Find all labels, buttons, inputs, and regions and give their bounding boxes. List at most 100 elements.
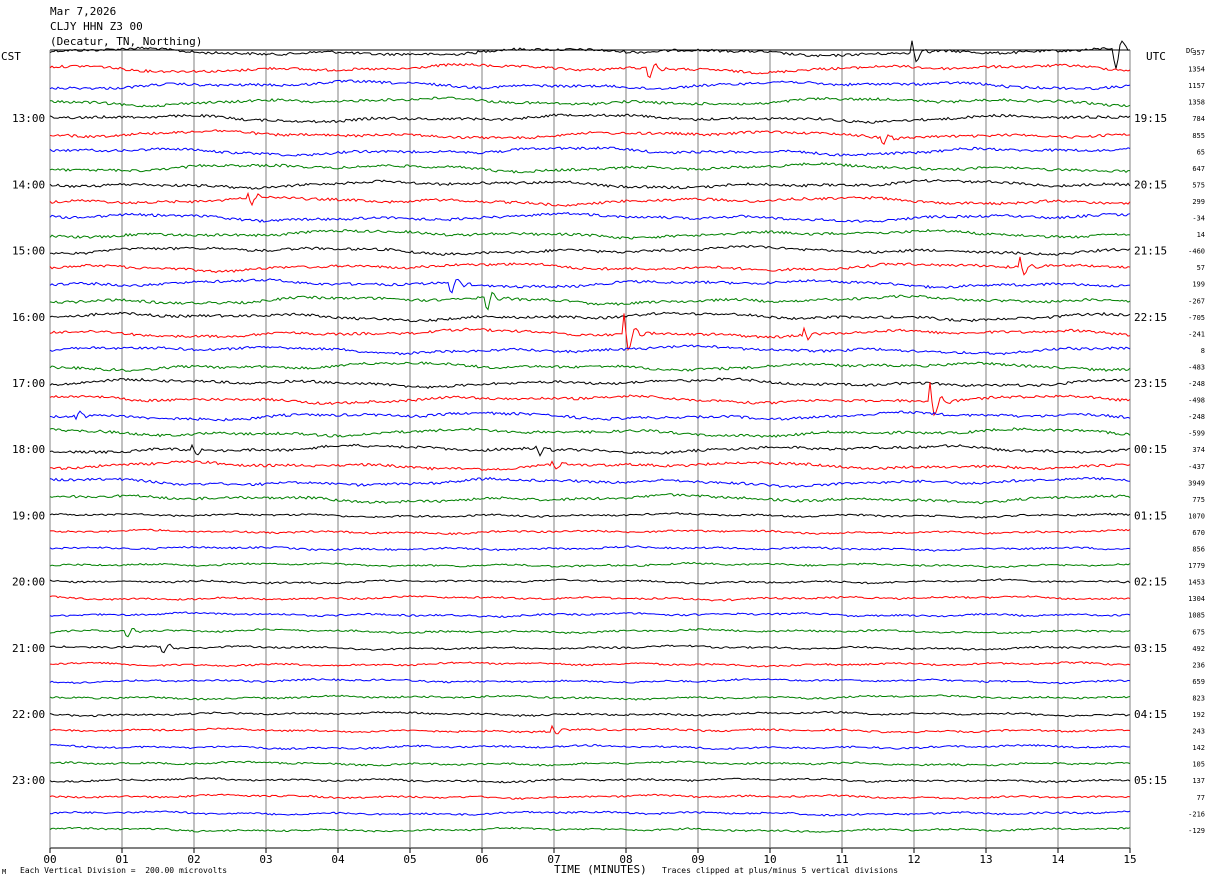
- x-tick-label: 09: [691, 853, 704, 866]
- x-tick-label: 12: [907, 853, 920, 866]
- dc-value: 1779: [1188, 562, 1205, 570]
- right-time-label: 02:15: [1134, 576, 1167, 589]
- dc-value: 675: [1192, 628, 1205, 636]
- left-time-label: 20:00: [12, 576, 45, 589]
- right-time-label: 22:15: [1134, 311, 1167, 324]
- left-axis-title: CST: [1, 50, 21, 63]
- right-time-label: 03:15: [1134, 642, 1167, 655]
- dc-value: 374: [1192, 446, 1205, 454]
- station-code: CLJY HHN Z3 00: [50, 20, 143, 33]
- left-time-label: 13:00: [12, 112, 45, 125]
- dc-value: 3949: [1188, 479, 1205, 487]
- x-tick-label: 13: [979, 853, 992, 866]
- dc-value: -216: [1188, 810, 1205, 818]
- trace-29: [49, 528, 1131, 536]
- dc-value: 1157: [1188, 82, 1205, 90]
- trace-24: [49, 443, 1131, 457]
- trace-41: [49, 724, 1131, 735]
- x-tick-label: 04: [331, 853, 345, 866]
- dc-value: 1085: [1188, 612, 1205, 620]
- dc-value: 659: [1192, 678, 1205, 686]
- trace-42: [49, 743, 1130, 751]
- right-time-label: 04:15: [1134, 708, 1167, 721]
- left-time-label: 14:00: [12, 178, 45, 191]
- x-tick-label: 11: [835, 853, 848, 866]
- dc-value: 105: [1192, 761, 1205, 769]
- dc-value: 1304: [1188, 595, 1205, 603]
- trace-47: [49, 826, 1131, 833]
- dc-value: 57: [1197, 264, 1205, 272]
- right-time-label: 05:15: [1134, 774, 1167, 787]
- x-tick-label: 07: [547, 853, 560, 866]
- axis-labels: 00 01 02 03 04 05 06 07 08 09 10 11 12 13 14 15 357 1354 1…: [12, 49, 1205, 866]
- trace-7: [49, 162, 1130, 174]
- left-time-label: 17:00: [12, 377, 45, 390]
- dc-value: 77: [1197, 794, 1205, 802]
- trace-13: [49, 256, 1131, 276]
- x-tick-label: 02: [187, 853, 200, 866]
- dc-value: 299: [1192, 198, 1205, 206]
- dc-value: -241: [1188, 330, 1205, 338]
- right-time-label: 00:15: [1134, 443, 1167, 456]
- trace-34: [49, 611, 1131, 619]
- dc-value: -129: [1188, 827, 1205, 835]
- dc-value: -34: [1192, 215, 1205, 223]
- trace-15: [49, 291, 1131, 311]
- dc-value: 784: [1192, 115, 1205, 123]
- dc-value: -437: [1188, 463, 1205, 471]
- x-tick-label: 06: [475, 853, 488, 866]
- dc-value: 1070: [1188, 512, 1205, 520]
- trace-0: [49, 40, 1131, 69]
- dc-value: -248: [1188, 413, 1205, 421]
- x-tick-label: 14: [1051, 853, 1065, 866]
- trace-38: [49, 678, 1131, 685]
- trace-25: [49, 460, 1131, 471]
- left-time-label: 22:00: [12, 708, 45, 721]
- dc-value: -599: [1188, 430, 1205, 438]
- trace-39: [49, 694, 1131, 701]
- left-time-label: 23:00: [12, 774, 45, 787]
- dc-value: 1354: [1188, 66, 1205, 74]
- trace-16: [49, 311, 1131, 323]
- dc-value: 855: [1192, 132, 1205, 140]
- left-time-label: 16:00: [12, 311, 45, 324]
- x-tick-label: 03: [259, 853, 272, 866]
- dc-value: 856: [1192, 546, 1205, 554]
- trace-5: [49, 129, 1131, 146]
- trace-36: [49, 643, 1131, 654]
- trace-45: [49, 793, 1131, 800]
- dc-value: -498: [1188, 397, 1205, 405]
- left-time-label: 19:00: [12, 509, 45, 522]
- trace-2: [49, 79, 1131, 91]
- seismic-traces: [49, 40, 1131, 833]
- trace-27: [49, 493, 1131, 505]
- trace-43: [49, 760, 1131, 767]
- x-tick-label: 10: [763, 853, 776, 866]
- dc-value: 137: [1192, 777, 1205, 785]
- dc-value: 236: [1192, 661, 1205, 669]
- dc-value: -460: [1188, 248, 1205, 256]
- dc-value: 65: [1197, 148, 1205, 156]
- clip-note: Traces clipped at plus/minus 5 vertical …: [662, 866, 899, 875]
- dc-value: 8: [1201, 347, 1205, 355]
- dc-value: 192: [1192, 711, 1205, 719]
- trace-30: [49, 545, 1131, 552]
- x-tick-label: 00: [43, 853, 56, 866]
- dc-value: 823: [1192, 694, 1205, 702]
- trace-6: [49, 146, 1131, 157]
- dc-value: 199: [1192, 281, 1205, 289]
- dc-value: 243: [1192, 728, 1205, 736]
- trace-20: [49, 377, 1131, 389]
- x-tick-label: 15: [1123, 853, 1136, 866]
- right-time-label: 19:15: [1134, 112, 1167, 125]
- trace-12: [49, 244, 1131, 256]
- right-time-label: 21:15: [1134, 245, 1167, 258]
- scale-note: Each Vertical Division = 200.00 microvol…: [20, 866, 228, 875]
- trace-46: [49, 810, 1131, 817]
- dc-value: 1358: [1188, 99, 1205, 107]
- x-tick-label: 05: [403, 853, 416, 866]
- trace-17: [49, 313, 1131, 352]
- trace-14: [49, 278, 1131, 294]
- trace-44: [49, 776, 1131, 784]
- trace-4: [49, 113, 1131, 124]
